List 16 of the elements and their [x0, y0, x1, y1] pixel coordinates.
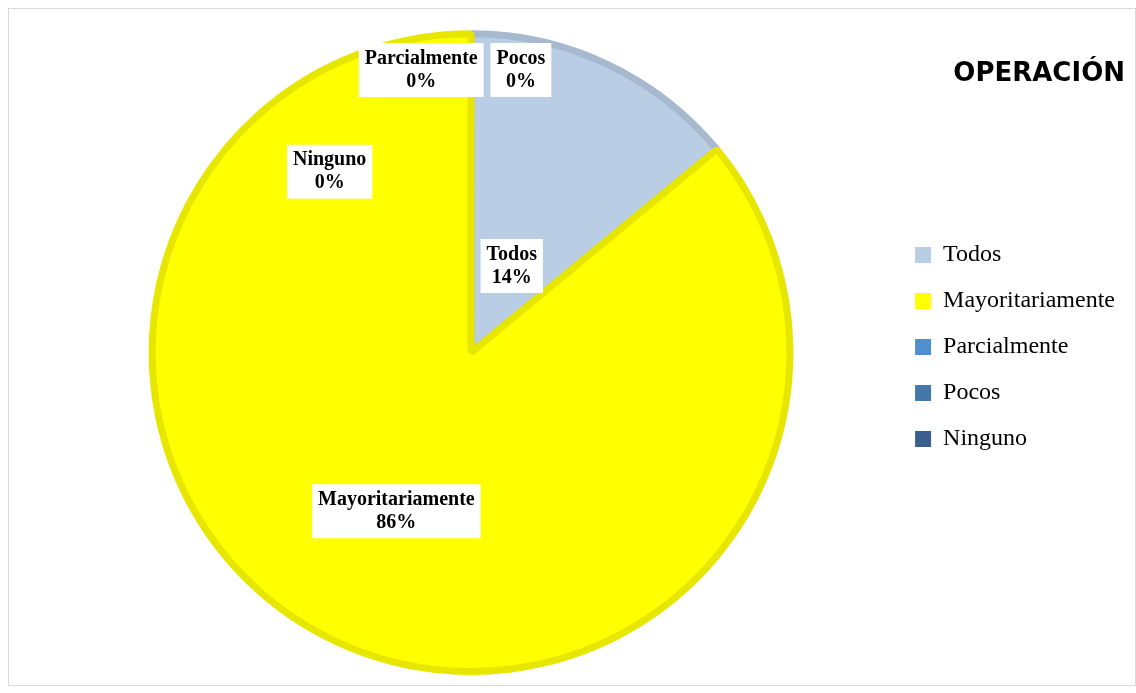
text: 0% [314, 170, 345, 193]
category-label: Ninguno [292, 147, 367, 170]
legend-label: Pocos [943, 378, 1001, 405]
legend-label: Todos [943, 240, 1002, 267]
category-label: Parcialmente [364, 45, 478, 68]
legend-label: Mayoritariamente [943, 286, 1116, 313]
text: 0% [406, 68, 437, 91]
text: OPERACIÓN [953, 56, 1125, 88]
slice-label: Todos [486, 241, 538, 264]
legend-label: Parcialmente [943, 332, 1069, 359]
data-label: 86% [376, 509, 417, 532]
category-label: Pocos [496, 45, 546, 68]
legend-label: Ninguno [943, 424, 1028, 451]
slice-label: Mayoritariamente [318, 486, 475, 510]
text: 0% [505, 68, 536, 91]
data-label: 14% [491, 264, 532, 287]
